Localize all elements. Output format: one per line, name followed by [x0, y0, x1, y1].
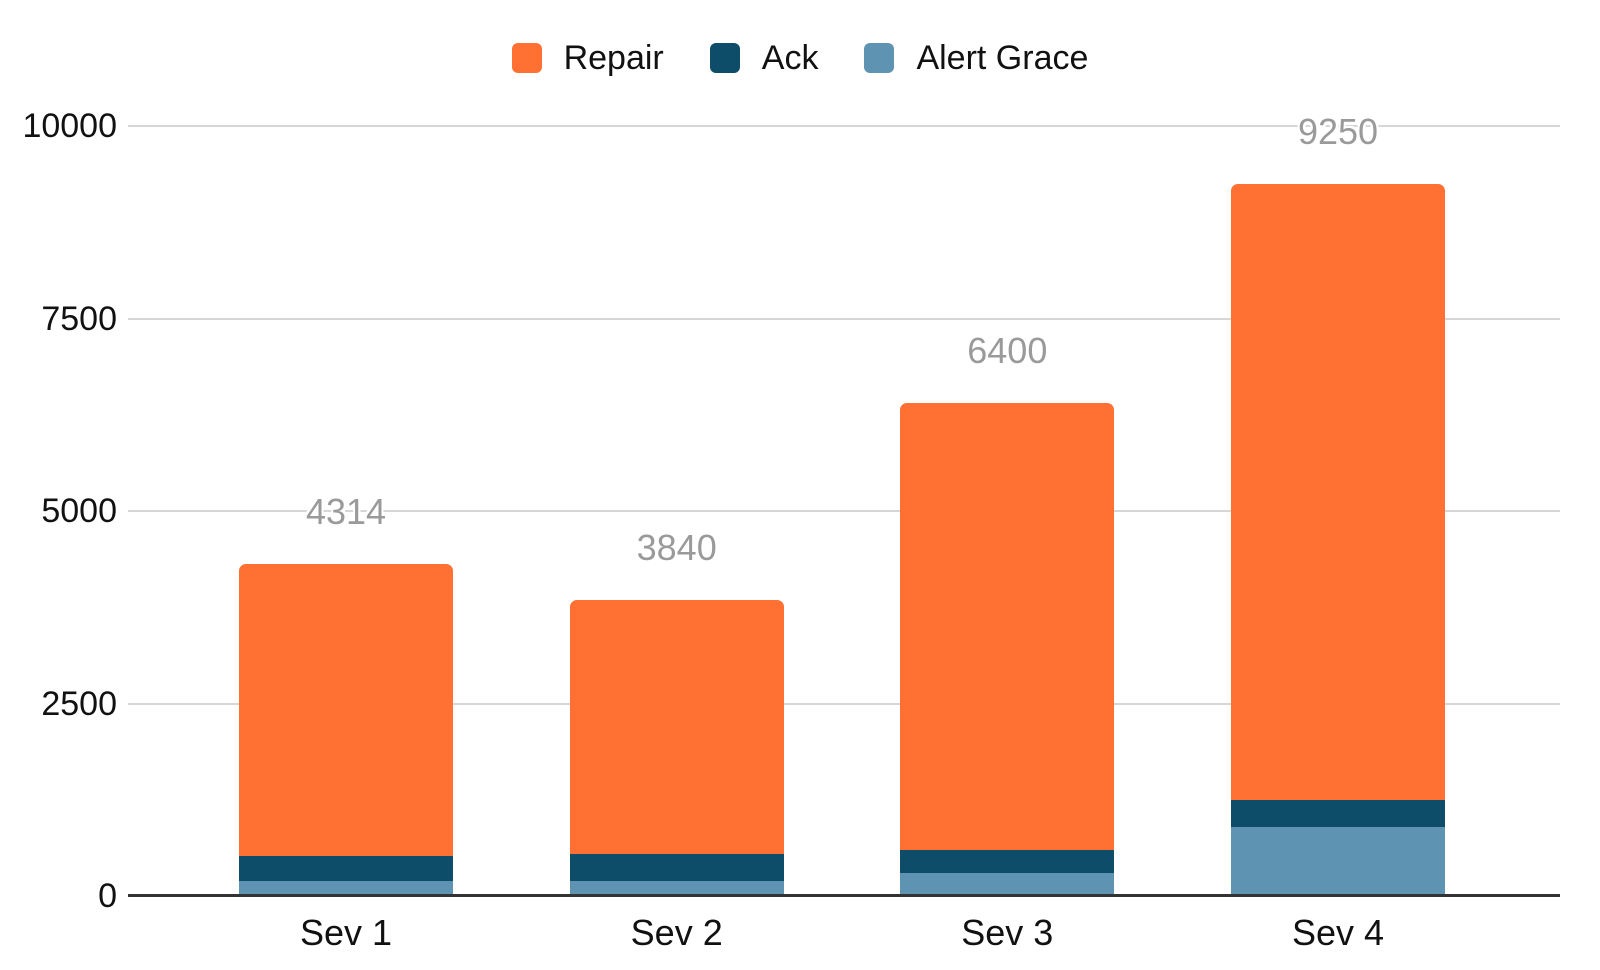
bar-segment-alert-grace [900, 872, 1115, 896]
bar-segment-ack [1231, 799, 1445, 827]
bar-segment-ack [239, 855, 453, 881]
legend-color-swatch-icon [511, 43, 542, 73]
y-axis-tick-label: 0 [98, 877, 117, 915]
legend-label: Repair [563, 39, 664, 77]
gridline [128, 510, 1560, 512]
bar-segment-alert-grace [569, 880, 784, 896]
bar-total-label: 4314 [305, 490, 387, 532]
legend-color-swatch-icon [709, 43, 740, 73]
x-axis-category-label: Sev 1 [299, 912, 393, 953]
y-axis-tick-label: 2500 [41, 684, 117, 723]
bar-segment-repair [569, 600, 784, 854]
bar-segment-ack [569, 853, 784, 881]
bar-segment-repair [239, 563, 453, 856]
legend-color-swatch-icon [864, 43, 895, 73]
y-axis-tick-label: 5000 [41, 492, 117, 530]
x-axis-category-label: Sev 3 [961, 912, 1054, 953]
legend-item-ack: Ack [709, 38, 819, 78]
y-axis-tick-label: 10000 [22, 107, 117, 145]
x-axis-category-label: Sev 2 [630, 912, 723, 953]
legend-item-alert-grace: Alert Grace [864, 38, 1088, 78]
bar-segment-alert-grace [239, 880, 453, 896]
bar-total-label: 9250 [1297, 110, 1379, 152]
x-axis-line [128, 894, 1560, 897]
legend-item-repair: Repair [511, 38, 664, 78]
legend-label: Alert Grace [916, 39, 1089, 77]
chart-legend: Repair Ack Alert Grace [0, 38, 1600, 78]
gridline [128, 125, 1560, 127]
x-axis-category-label: Sev 4 [1291, 912, 1385, 953]
gridline [128, 702, 1560, 705]
legend-label: Ack [761, 39, 819, 77]
gridline [128, 317, 1560, 320]
y-axis-tick-label: 7500 [41, 299, 117, 338]
bar-total-label: 6400 [967, 330, 1048, 372]
bar-segment-alert-grace [1231, 826, 1445, 896]
bar-segment-repair [900, 403, 1115, 850]
bar-total-label: 3840 [636, 527, 717, 569]
bar-segment-ack [900, 849, 1115, 873]
bar-segment-repair [1231, 183, 1445, 800]
